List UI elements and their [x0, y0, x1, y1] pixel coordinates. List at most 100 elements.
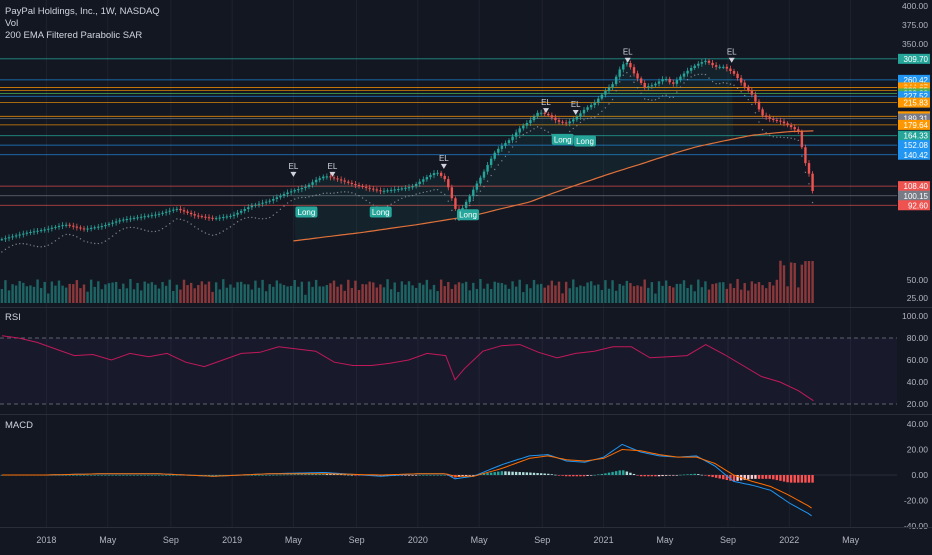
candle-body — [629, 63, 632, 68]
candle-body — [14, 235, 18, 237]
macd-line — [1, 443, 812, 517]
candle-body — [218, 217, 221, 219]
macd-panel-title[interactable]: MACD — [5, 420, 33, 431]
volume-bar — [647, 287, 650, 303]
candle-body — [475, 183, 479, 190]
candle-body — [757, 101, 761, 110]
sar-dot — [504, 155, 507, 158]
candle-body — [529, 120, 532, 124]
candle-body — [318, 178, 321, 180]
macd-histogram-bar — [800, 475, 804, 483]
sar-dot — [611, 98, 614, 101]
candle-body — [36, 230, 39, 232]
sar-dot — [108, 238, 110, 240]
sar-dot — [197, 228, 199, 230]
candle-body — [804, 147, 807, 164]
sar-dot — [408, 195, 410, 197]
sar-dot — [215, 233, 217, 236]
sar-dot — [304, 196, 307, 199]
candle-body — [68, 224, 71, 226]
macd-histogram-bar — [779, 475, 782, 481]
volume-bar — [393, 282, 396, 303]
candle-body — [239, 210, 243, 213]
volume-bar — [168, 279, 171, 303]
volume-bar — [461, 283, 464, 303]
sar-dot — [47, 244, 49, 246]
rsi-axis-tick: 100.00 — [902, 311, 928, 321]
volume-legend[interactable]: Vol — [5, 18, 19, 29]
macd-histogram-bar — [664, 475, 668, 476]
price-tag-bg — [898, 119, 930, 130]
sar-dot — [658, 97, 660, 99]
candle-body — [679, 76, 682, 81]
sar-dot — [715, 82, 717, 85]
volume-bar — [239, 281, 243, 303]
volume-bar — [543, 287, 546, 303]
volume-bar — [736, 279, 739, 303]
candle-body — [672, 82, 675, 84]
candle-body — [332, 177, 336, 179]
macd-histogram-bar — [429, 475, 432, 476]
macd-histogram-bar — [339, 474, 343, 476]
candle-body — [443, 175, 446, 180]
sar-dot — [115, 232, 117, 235]
panel-divider[interactable] — [0, 414, 932, 415]
sar-dot — [729, 83, 732, 85]
candle-body — [100, 226, 104, 228]
volume-bar — [332, 280, 336, 303]
macd-histogram-bar — [75, 475, 79, 476]
macd-histogram-bar — [282, 474, 286, 476]
candle-body — [779, 120, 782, 122]
sar-dot — [633, 81, 635, 83]
volume-bar — [664, 280, 668, 303]
sar-dot — [665, 94, 667, 96]
rsi-panel-title[interactable]: RSI — [5, 312, 21, 323]
volume-bar — [143, 281, 146, 303]
candle-body — [129, 218, 132, 220]
sar-dot — [226, 228, 228, 230]
candle-body — [447, 179, 450, 188]
candle-body — [397, 188, 400, 190]
macd-histogram-bar — [343, 474, 346, 476]
el-marker-label: EL — [541, 98, 551, 107]
panel-divider[interactable] — [0, 307, 932, 308]
sar-dot — [261, 218, 264, 220]
indicator-legend[interactable]: 200 EMA Filtered Parabolic SAR — [5, 30, 143, 41]
sar-dot — [51, 242, 53, 244]
long-label-bg — [574, 135, 596, 147]
rsi-line — [1, 335, 814, 402]
volume-bar — [136, 282, 139, 303]
macd-histogram-bar — [586, 475, 589, 476]
candle-body — [511, 136, 514, 141]
volume-bar — [407, 281, 411, 303]
sar-dot — [76, 236, 78, 238]
sar-dot — [436, 188, 439, 191]
macd-histogram-bar — [179, 475, 182, 476]
sar-dot — [244, 217, 246, 220]
volume-bar — [700, 287, 704, 303]
candle-body — [368, 187, 371, 189]
candle-body — [325, 176, 329, 178]
volume-bar — [7, 290, 11, 303]
volume-bar — [104, 284, 107, 303]
sar-dot — [26, 243, 28, 245]
volume-bar — [779, 260, 782, 303]
volume-bar — [279, 283, 282, 303]
macd-histogram-bar — [689, 474, 693, 475]
sar-dot — [336, 191, 339, 194]
sar-dot — [229, 226, 232, 228]
el-marker-arrow — [329, 171, 336, 177]
candle-body — [214, 218, 218, 220]
sar-dot — [672, 96, 674, 99]
macd-histogram-bar — [764, 475, 768, 479]
sar-dot — [794, 138, 796, 140]
symbol-legend[interactable]: PayPal Holdings, Inc., 1W, NASDAQ — [5, 6, 160, 17]
time-axis-tick: May — [471, 535, 489, 545]
volume-bar — [354, 280, 357, 303]
candle-body — [350, 182, 354, 185]
volume-bar — [793, 262, 796, 303]
macd-histogram-bar — [443, 475, 446, 476]
candle-body — [682, 73, 686, 77]
